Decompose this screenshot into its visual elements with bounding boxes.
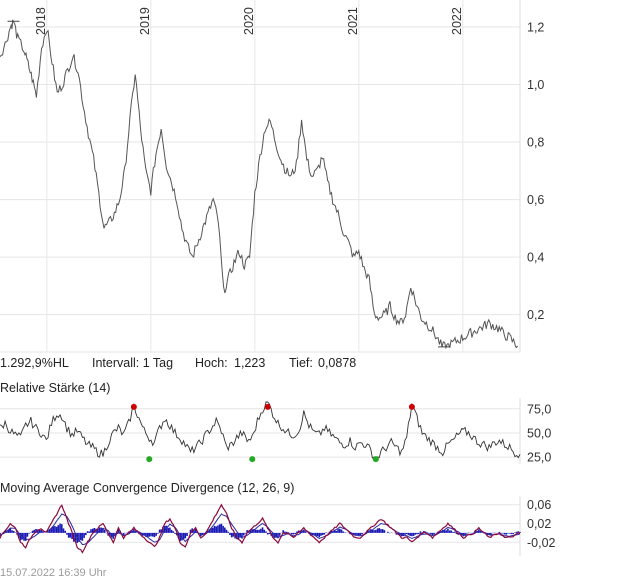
price-y-tick: 0,8 bbox=[527, 136, 544, 150]
price-y-tick: 0,6 bbox=[527, 193, 544, 207]
year-label: 2019 bbox=[138, 7, 152, 35]
high-value: 1,223 bbox=[234, 356, 266, 370]
rsi-y-tick: 25,0 bbox=[527, 451, 551, 465]
low-value: 0,0878 bbox=[318, 356, 357, 370]
price-panel: 1,2 1,0 0,8 0,6 0,4 0,2 2018 2019 2020 2021 2022 bbox=[0, 0, 544, 353]
rsi-oversold-marker bbox=[146, 456, 153, 463]
rsi-overbought-marker bbox=[130, 403, 137, 410]
price-y-tick: 1,2 bbox=[527, 21, 544, 35]
change-stat: 1.292,9%HL bbox=[0, 356, 69, 370]
macd-y-tick: 0,06 bbox=[527, 498, 551, 512]
price-y-tick: 0,4 bbox=[527, 251, 544, 265]
rsi-oversold-marker bbox=[249, 456, 256, 463]
year-label: 2020 bbox=[242, 7, 256, 35]
year-label: 2021 bbox=[346, 7, 360, 35]
price-line bbox=[0, 19, 518, 350]
low-label: Tief: bbox=[289, 356, 313, 370]
macd-y-tick: 0,02 bbox=[527, 517, 551, 531]
rsi-y-tick: 50,0 bbox=[527, 426, 551, 440]
year-label: 2022 bbox=[450, 7, 464, 35]
rsi-title: Relative Stärke (14) bbox=[0, 381, 111, 395]
price-y-tick: 1,0 bbox=[527, 78, 544, 92]
rsi-line bbox=[0, 401, 521, 463]
timestamp: 15.07.2022 16:39 Uhr bbox=[0, 567, 107, 579]
year-label: 2018 bbox=[34, 7, 48, 35]
rsi-oversold-marker bbox=[372, 456, 379, 463]
macd-panel: 0,06 0,02 -0,02 bbox=[0, 496, 556, 556]
rsi-y-tick: 75,0 bbox=[527, 402, 551, 416]
macd-y-tick: -0,02 bbox=[527, 536, 556, 550]
macd-title: Moving Average Convergence Divergence (1… bbox=[0, 481, 295, 495]
price-y-tick: 0,2 bbox=[527, 308, 544, 322]
interval-stat: Intervall: 1 Tag bbox=[92, 356, 174, 370]
high-label: Hoch: bbox=[195, 356, 228, 370]
rsi-panel: 75,0 50,0 25,0 bbox=[0, 398, 551, 465]
macd-line bbox=[0, 503, 521, 554]
rsi-overbought-marker bbox=[408, 403, 415, 410]
rsi-overbought-marker bbox=[264, 403, 271, 410]
